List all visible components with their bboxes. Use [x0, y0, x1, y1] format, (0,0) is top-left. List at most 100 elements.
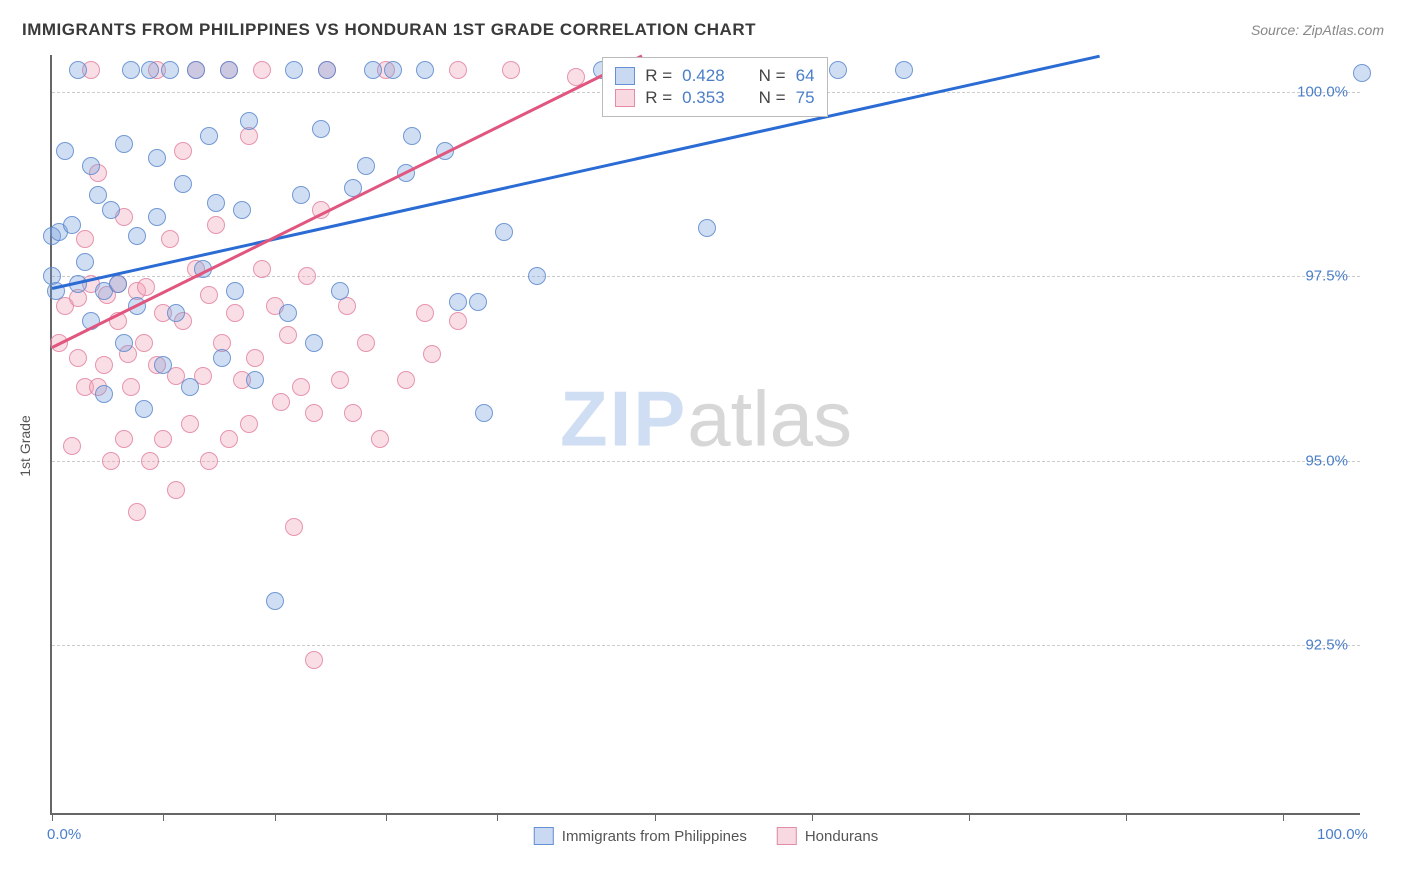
- scatter-point: [698, 219, 716, 237]
- scatter-point: [344, 404, 362, 422]
- n-value: 64: [796, 66, 815, 86]
- x-axis-label: 0.0%: [47, 826, 81, 843]
- y-tick-label: 97.5%: [1305, 268, 1348, 285]
- chart-header: IMMIGRANTS FROM PHILIPPINES VS HONDURAN …: [22, 20, 1384, 40]
- y-tick-label: 92.5%: [1305, 637, 1348, 654]
- scatter-point: [416, 61, 434, 79]
- scatter-point: [95, 385, 113, 403]
- scatter-point: [200, 452, 218, 470]
- scatter-point: [318, 61, 336, 79]
- scatter-point: [423, 345, 441, 363]
- scatter-point: [416, 304, 434, 322]
- scatter-point: [135, 334, 153, 352]
- scatter-point: [305, 651, 323, 669]
- scatter-point: [305, 404, 323, 422]
- scatter-point: [233, 201, 251, 219]
- legend-item: Immigrants from Philippines: [534, 827, 747, 845]
- scatter-point: [141, 61, 159, 79]
- x-tick: [497, 813, 498, 821]
- scatter-point: [76, 253, 94, 271]
- scatter-point: [115, 135, 133, 153]
- scatter-point: [495, 223, 513, 241]
- scatter-point: [56, 142, 74, 160]
- scatter-point: [181, 378, 199, 396]
- r-value: 0.353: [682, 88, 725, 108]
- scatter-point: [449, 293, 467, 311]
- chart-title: IMMIGRANTS FROM PHILIPPINES VS HONDURAN …: [22, 20, 756, 40]
- scatter-point: [69, 61, 87, 79]
- source-credit: Source: ZipAtlas.com: [1251, 22, 1384, 38]
- scatter-point: [187, 61, 205, 79]
- scatter-point: [357, 334, 375, 352]
- x-tick: [1126, 813, 1127, 821]
- watermark-atlas: atlas: [687, 374, 852, 462]
- x-tick: [386, 813, 387, 821]
- scatter-point: [128, 227, 146, 245]
- x-tick: [969, 813, 970, 821]
- scatter-point: [266, 592, 284, 610]
- scatter-point: [69, 349, 87, 367]
- scatter-point: [1353, 64, 1371, 82]
- x-tick: [812, 813, 813, 821]
- scatter-point: [207, 216, 225, 234]
- scatter-point: [469, 293, 487, 311]
- scatter-point: [226, 282, 244, 300]
- scatter-point: [200, 127, 218, 145]
- y-tick-label: 95.0%: [1305, 452, 1348, 469]
- scatter-point: [371, 430, 389, 448]
- scatter-point: [384, 61, 402, 79]
- stats-row: R =0.353N =75: [615, 88, 814, 108]
- stats-box: R =0.428N =64R =0.353N =75: [602, 57, 827, 117]
- scatter-point: [397, 371, 415, 389]
- y-axis-label: 1st Grade: [17, 415, 33, 476]
- scatter-point: [246, 371, 264, 389]
- scatter-point: [102, 201, 120, 219]
- scatter-point: [109, 275, 127, 293]
- bottom-legend: Immigrants from PhilippinesHondurans: [534, 827, 878, 845]
- scatter-point: [246, 349, 264, 367]
- r-value: 0.428: [682, 66, 725, 86]
- scatter-point: [63, 437, 81, 455]
- trend-line: [52, 55, 1101, 290]
- n-value: 75: [796, 88, 815, 108]
- scatter-point: [285, 518, 303, 536]
- scatter-point: [115, 430, 133, 448]
- scatter-point: [207, 194, 225, 212]
- n-label: N =: [759, 66, 786, 86]
- scatter-point: [331, 282, 349, 300]
- scatter-point: [148, 208, 166, 226]
- scatter-point: [135, 400, 153, 418]
- scatter-point: [161, 230, 179, 248]
- scatter-point: [272, 393, 290, 411]
- scatter-point: [279, 326, 297, 344]
- scatter-point: [102, 452, 120, 470]
- legend-swatch: [615, 89, 635, 107]
- r-label: R =: [645, 66, 672, 86]
- scatter-point: [279, 304, 297, 322]
- scatter-point: [357, 157, 375, 175]
- scatter-point: [128, 503, 146, 521]
- scatter-point: [475, 404, 493, 422]
- scatter-point: [449, 312, 467, 330]
- scatter-point: [220, 430, 238, 448]
- n-label: N =: [759, 88, 786, 108]
- scatter-point: [76, 230, 94, 248]
- scatter-point: [122, 378, 140, 396]
- legend-swatch: [534, 827, 554, 845]
- scatter-point: [220, 61, 238, 79]
- gridline: [52, 276, 1360, 277]
- y-tick-label: 100.0%: [1297, 83, 1348, 100]
- watermark-zip: ZIP: [560, 374, 687, 462]
- scatter-point: [253, 61, 271, 79]
- scatter-point: [240, 112, 258, 130]
- scatter-point: [161, 61, 179, 79]
- scatter-point: [95, 356, 113, 374]
- legend-label: Immigrants from Philippines: [562, 828, 747, 845]
- scatter-point: [528, 267, 546, 285]
- scatter-point: [154, 356, 172, 374]
- legend-swatch: [615, 67, 635, 85]
- scatter-point: [226, 304, 244, 322]
- scatter-point: [502, 61, 520, 79]
- x-tick: [275, 813, 276, 821]
- scatter-point: [167, 304, 185, 322]
